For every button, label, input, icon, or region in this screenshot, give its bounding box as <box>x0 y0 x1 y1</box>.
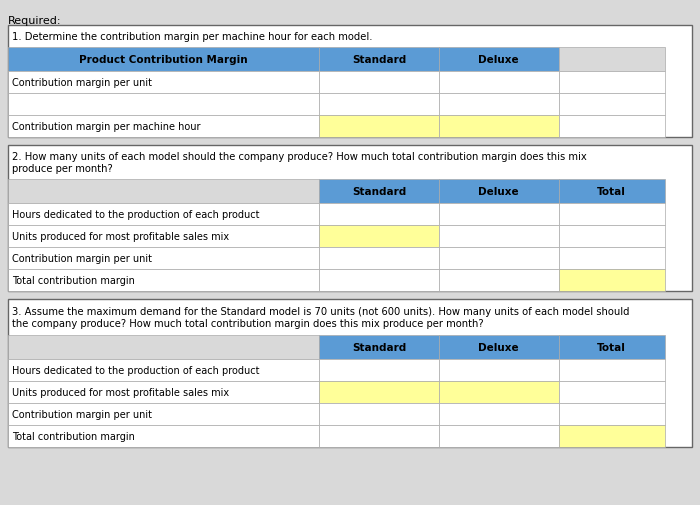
Bar <box>439 72 559 94</box>
Bar <box>8 359 319 381</box>
Bar <box>559 116 664 138</box>
Bar <box>8 94 319 116</box>
Bar <box>319 180 439 204</box>
Bar <box>319 335 439 359</box>
Text: Standard: Standard <box>352 55 406 65</box>
Bar <box>8 403 319 425</box>
Bar <box>439 403 559 425</box>
Text: 3. Assume the maximum demand for the Standard model is 70 units (not 600 units).: 3. Assume the maximum demand for the Sta… <box>12 306 629 329</box>
Bar <box>439 359 559 381</box>
Text: Hours dedicated to the production of each product: Hours dedicated to the production of eac… <box>12 210 260 220</box>
Bar <box>559 270 664 291</box>
Bar <box>8 270 319 291</box>
Bar <box>559 403 664 425</box>
Bar <box>8 26 692 138</box>
Bar <box>8 425 319 447</box>
Text: Hours dedicated to the production of each product: Hours dedicated to the production of eac… <box>12 365 260 375</box>
Bar <box>319 116 439 138</box>
Bar <box>559 180 664 204</box>
Text: 1. Determine the contribution margin per machine hour for each model.: 1. Determine the contribution margin per… <box>12 32 372 42</box>
Bar <box>559 425 664 447</box>
Text: Contribution margin per unit: Contribution margin per unit <box>12 409 152 419</box>
Bar <box>8 72 319 94</box>
Text: Total contribution margin: Total contribution margin <box>12 275 135 285</box>
Text: Product Contribution Margin: Product Contribution Margin <box>79 55 248 65</box>
Bar <box>8 247 319 270</box>
Bar <box>559 359 664 381</box>
Bar <box>439 116 559 138</box>
Text: Total contribution margin: Total contribution margin <box>12 431 135 441</box>
Bar <box>319 48 439 72</box>
Bar <box>559 94 664 116</box>
Bar <box>319 381 439 403</box>
Bar <box>559 247 664 270</box>
Text: Total: Total <box>597 342 626 352</box>
Bar <box>8 180 319 204</box>
Bar <box>439 381 559 403</box>
Text: Standard: Standard <box>352 342 406 352</box>
Bar <box>439 48 559 72</box>
Bar <box>8 48 319 72</box>
Bar <box>319 72 439 94</box>
Bar <box>8 299 692 447</box>
Bar <box>439 335 559 359</box>
Bar <box>8 381 319 403</box>
Text: Contribution margin per unit: Contribution margin per unit <box>12 254 152 264</box>
Text: Total: Total <box>597 187 626 196</box>
Bar <box>319 226 439 247</box>
Bar <box>559 335 664 359</box>
Text: Deluxe: Deluxe <box>479 187 519 196</box>
Text: Deluxe: Deluxe <box>479 342 519 352</box>
Text: Standard: Standard <box>352 187 406 196</box>
Bar <box>319 247 439 270</box>
Bar <box>319 94 439 116</box>
Bar <box>559 72 664 94</box>
Bar <box>319 204 439 226</box>
Bar <box>559 204 664 226</box>
Bar <box>8 116 319 138</box>
Bar <box>439 226 559 247</box>
Text: Deluxe: Deluxe <box>479 55 519 65</box>
Bar <box>319 403 439 425</box>
Bar <box>439 247 559 270</box>
Text: Units produced for most profitable sales mix: Units produced for most profitable sales… <box>12 387 229 397</box>
Text: Required:: Required: <box>8 16 62 26</box>
Bar <box>8 226 319 247</box>
Bar <box>8 204 319 226</box>
Text: Contribution margin per unit: Contribution margin per unit <box>12 78 152 88</box>
Bar <box>439 425 559 447</box>
Text: Contribution margin per machine hour: Contribution margin per machine hour <box>12 122 200 132</box>
Bar <box>319 359 439 381</box>
Bar <box>559 381 664 403</box>
Bar <box>439 270 559 291</box>
Text: 2. How many units of each model should the company produce? How much total contr: 2. How many units of each model should t… <box>12 152 587 174</box>
Bar <box>559 226 664 247</box>
Text: Units produced for most profitable sales mix: Units produced for most profitable sales… <box>12 231 229 241</box>
Bar <box>8 335 319 359</box>
Bar <box>319 425 439 447</box>
Bar <box>559 48 664 72</box>
Bar <box>8 146 692 291</box>
Bar <box>319 270 439 291</box>
Bar <box>439 204 559 226</box>
Bar <box>439 94 559 116</box>
Bar <box>439 180 559 204</box>
